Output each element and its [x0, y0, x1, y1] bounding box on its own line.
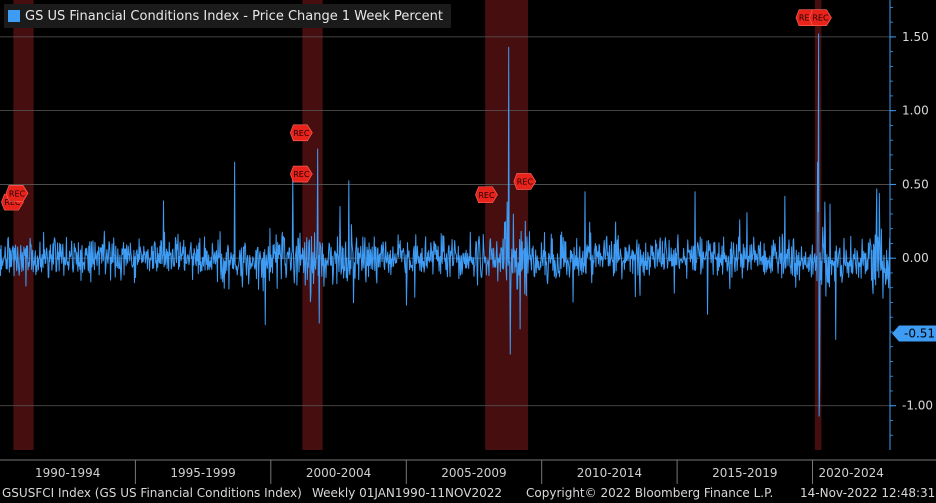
x-tick-label: 2020-2024: [819, 466, 884, 480]
recession-marker: REC: [809, 9, 832, 27]
recession-marker: REC: [5, 184, 29, 202]
recession-band: [814, 0, 822, 450]
recession-marker-label: REC: [517, 177, 534, 186]
recession-marker-shape: [290, 124, 313, 142]
chart-area: 1990-1994 1995-1999 2000-2004 2005-2009 2010…: [0, 0, 936, 484]
x-tick-label: 2000-2004: [306, 466, 371, 480]
footer-copyright: Copyright© 2022 Bloomberg Finance L.P.: [526, 486, 774, 500]
x-tick-label: 2005-2009: [441, 466, 506, 480]
x-tick-label: 1990-1994: [35, 466, 100, 480]
legend: GS US Financial Conditions Index - Price…: [4, 4, 451, 28]
recession-marker-label: REC: [293, 129, 310, 138]
recession-marker: REC: [290, 124, 313, 142]
y-tick-label: 1.00: [902, 104, 929, 118]
last-value-shape: [892, 325, 936, 342]
footer: GSUSFCI Index (GS US Financial Condition…: [0, 484, 936, 503]
recession-marker: REC: [475, 186, 498, 204]
series-line: [0, 33, 891, 417]
recession-marker-label: REC: [812, 14, 829, 23]
recession-marker-label: REC: [9, 189, 26, 198]
recession-marker-label: REC: [478, 191, 495, 200]
recession-marker-shape: [809, 9, 832, 27]
y-tick-label: 1.50: [902, 30, 929, 44]
recession-marker-shape: [290, 165, 313, 183]
y-tick-label: -1.00: [902, 399, 933, 413]
x-tick-label: 2015-2019: [712, 466, 777, 480]
x-tick-label: 2010-2014: [577, 466, 642, 480]
recession-marker-label: REC: [293, 170, 310, 179]
last-value-tag: -0.51: [892, 325, 936, 342]
recession-band: [13, 0, 34, 450]
last-value-label: -0.51: [904, 326, 935, 340]
recession-band: [302, 0, 323, 450]
recession-marker-shape: [5, 184, 29, 202]
footer-ticker: GSUSFCI Index (GS US Financial Condition…: [2, 486, 302, 500]
recession-marker-label: REC: [799, 14, 816, 23]
x-axis: 1990-1994 1995-1999 2000-2004 2005-2009 2010…: [0, 459, 936, 484]
y-tick-label: 0.50: [902, 177, 929, 191]
recession-marker: REC: [290, 165, 313, 183]
x-tick-label: 1995-1999: [170, 466, 235, 480]
y-axis: 1.50 1.00 0.50 0.00 -1.00: [889, 0, 933, 450]
legend-label: GS US Financial Conditions Index - Price…: [25, 8, 443, 24]
recession-marker: REC: [513, 173, 537, 190]
recession-marker-label: REC: [4, 198, 21, 207]
recession-bands: [13, 0, 822, 450]
footer-timestamp: 14-Nov-2022 12:48:31: [800, 486, 936, 500]
y-tick-label: 0.00: [902, 251, 929, 265]
legend-swatch: [8, 10, 20, 22]
footer-range: Weekly 01JAN1990-11NOV2022: [312, 486, 503, 500]
recession-marker-shape: [475, 186, 498, 204]
recession-marker-shape: [513, 173, 537, 190]
